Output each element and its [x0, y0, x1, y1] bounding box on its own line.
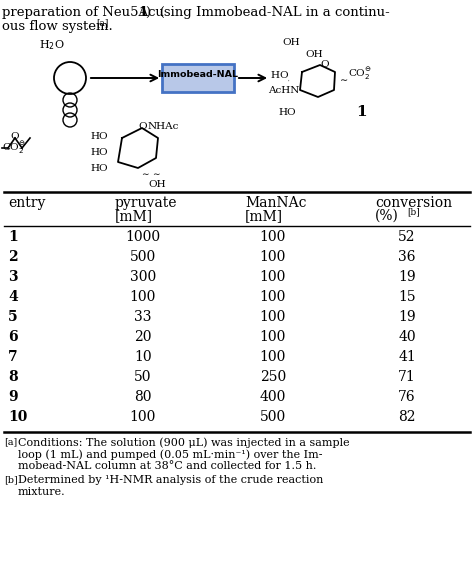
- Text: OH: OH: [148, 180, 165, 189]
- Text: $\sim\sim$: $\sim\sim$: [140, 168, 161, 177]
- Text: 15: 15: [398, 290, 416, 304]
- Text: 52: 52: [398, 230, 416, 244]
- Text: 250: 250: [260, 370, 286, 384]
- Text: ) using Immobead-NAL in a continu-: ) using Immobead-NAL in a continu-: [146, 6, 390, 19]
- Text: H$_2$O: H$_2$O: [39, 38, 65, 52]
- Text: 400: 400: [260, 390, 286, 404]
- Text: ManNAc: ManNAc: [245, 196, 307, 210]
- Text: HO: HO: [278, 108, 296, 117]
- FancyBboxPatch shape: [162, 64, 234, 92]
- Text: 300: 300: [130, 270, 156, 284]
- Text: Conditions: The solution (900 μL) was injected in a sample: Conditions: The solution (900 μL) was in…: [18, 437, 350, 447]
- Text: 19: 19: [398, 270, 416, 284]
- Text: OH: OH: [305, 50, 323, 59]
- Text: HO: HO: [90, 164, 108, 173]
- Text: HO$_{_{,}}$: HO$_{_{,}}$: [270, 70, 291, 84]
- Text: 100: 100: [260, 290, 286, 304]
- Text: Immobead-NAL: Immobead-NAL: [157, 70, 238, 79]
- Text: 100: 100: [130, 410, 156, 424]
- Text: [mM]: [mM]: [115, 209, 153, 223]
- Text: [b]: [b]: [407, 207, 420, 216]
- Text: mixture.: mixture.: [18, 487, 65, 497]
- Text: (%): (%): [375, 209, 399, 223]
- Text: 500: 500: [260, 410, 286, 424]
- Text: pyruvate: pyruvate: [115, 196, 177, 210]
- Text: O: O: [320, 60, 328, 69]
- Text: CO$_2^{\ominus}$: CO$_2^{\ominus}$: [2, 140, 26, 156]
- Text: 20: 20: [134, 330, 152, 344]
- Text: 100: 100: [260, 310, 286, 324]
- Text: O: O: [138, 122, 146, 131]
- Text: 19: 19: [398, 310, 416, 324]
- Text: 3: 3: [8, 270, 18, 284]
- Text: 82: 82: [398, 410, 416, 424]
- Text: 100: 100: [260, 270, 286, 284]
- Text: NHAc: NHAc: [148, 122, 179, 131]
- Text: conversion: conversion: [375, 196, 452, 210]
- Text: [mM]: [mM]: [245, 209, 283, 223]
- Circle shape: [54, 62, 86, 94]
- Text: 1000: 1000: [126, 230, 161, 244]
- Text: 50: 50: [134, 370, 152, 384]
- Text: 36: 36: [398, 250, 416, 264]
- Text: 76: 76: [398, 390, 416, 404]
- Text: 33: 33: [134, 310, 152, 324]
- Text: 10: 10: [8, 410, 27, 424]
- Text: 9: 9: [8, 390, 18, 404]
- Text: 80: 80: [134, 390, 152, 404]
- Text: 100: 100: [260, 230, 286, 244]
- Text: entry: entry: [8, 196, 46, 210]
- Text: [a]: [a]: [4, 437, 17, 446]
- Text: 5: 5: [8, 310, 18, 324]
- Text: 10: 10: [134, 350, 152, 364]
- Text: AcHN: AcHN: [268, 86, 300, 95]
- Text: 71: 71: [398, 370, 416, 384]
- Text: 8: 8: [8, 370, 18, 384]
- Text: HO: HO: [90, 148, 108, 157]
- Text: Determined by ¹H-NMR analysis of the crude reaction: Determined by ¹H-NMR analysis of the cru…: [18, 475, 323, 485]
- Text: 40: 40: [398, 330, 416, 344]
- Text: 41: 41: [398, 350, 416, 364]
- Text: HO: HO: [90, 132, 108, 141]
- Text: $\sim$: $\sim$: [338, 74, 349, 83]
- Text: 1: 1: [138, 6, 147, 19]
- Text: 100: 100: [260, 350, 286, 364]
- Text: 6: 6: [8, 330, 18, 344]
- Text: OH: OH: [282, 38, 300, 47]
- Text: 100: 100: [260, 330, 286, 344]
- Text: 7: 7: [8, 350, 18, 364]
- Text: loop (1 mL) and pumped (0.05 mL·min⁻¹) over the Im-: loop (1 mL) and pumped (0.05 mL·min⁻¹) o…: [18, 449, 322, 460]
- Text: mobead-NAL column at 38°C and collected for 1.5 h.: mobead-NAL column at 38°C and collected …: [18, 461, 316, 471]
- Text: 4: 4: [8, 290, 18, 304]
- Text: ous flow system.: ous flow system.: [2, 20, 113, 33]
- Text: preparation of Neu5Ac (: preparation of Neu5Ac (: [2, 6, 165, 19]
- Text: [b]: [b]: [4, 475, 18, 484]
- Text: 1: 1: [357, 105, 367, 119]
- Text: O: O: [10, 132, 18, 141]
- Text: 2: 2: [8, 250, 18, 264]
- Text: 100: 100: [130, 290, 156, 304]
- Text: CO$_2^{\ominus}$: CO$_2^{\ominus}$: [348, 66, 372, 82]
- Text: 1: 1: [8, 230, 18, 244]
- Text: 100: 100: [260, 250, 286, 264]
- Text: [a]: [a]: [96, 18, 109, 27]
- Text: 500: 500: [130, 250, 156, 264]
